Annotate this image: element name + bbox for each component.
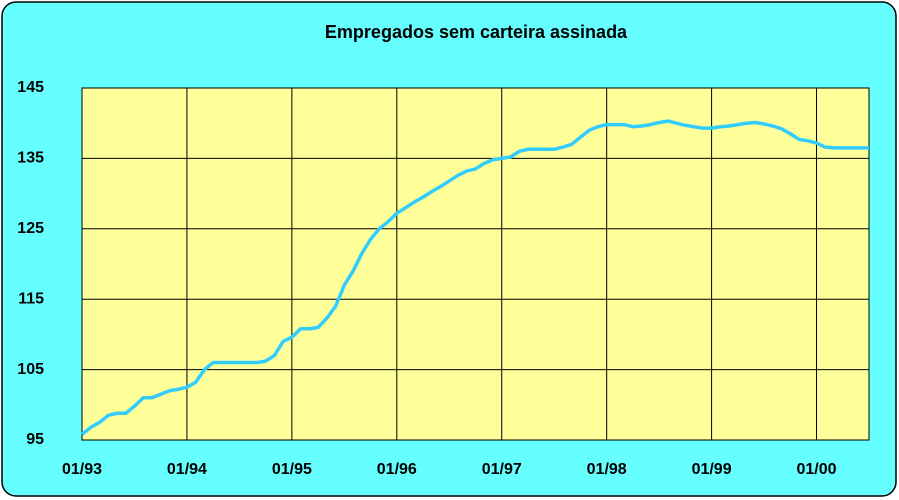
x-tick-label: 01/94 [167, 461, 207, 478]
x-tick-label: 01/00 [797, 461, 837, 478]
plot-area [81, 87, 870, 441]
y-tick-label: 115 [18, 290, 44, 307]
data-line [80, 119, 869, 436]
x-tick-label: 01/98 [587, 461, 627, 478]
x-tick-label: 01/93 [62, 461, 102, 478]
chart-title: Empregados sem carteira assinada [325, 22, 628, 42]
y-tick-label: 105 [17, 361, 44, 378]
x-tick-label: 01/96 [377, 461, 417, 478]
x-tick-label: 01/97 [482, 461, 522, 478]
y-tick-label: 135 [17, 150, 44, 167]
y-tick-label: 95 [26, 431, 44, 448]
y-tick-label: 145 [17, 79, 44, 96]
x-tick-label: 01/95 [272, 461, 312, 478]
x-tick-label: 01/99 [692, 461, 732, 478]
y-tick-label: 125 [17, 220, 44, 237]
